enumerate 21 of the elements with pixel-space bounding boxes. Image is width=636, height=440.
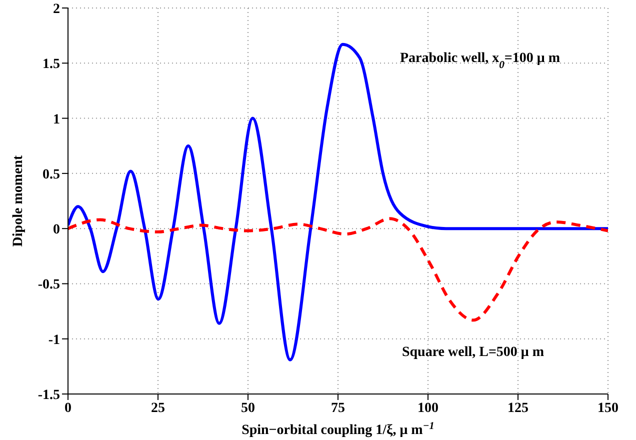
- text: Square well, L=500 μ m: [402, 345, 544, 360]
- x-tick-label: 125: [508, 400, 528, 416]
- y-axis-title: Dipole moment: [11, 154, 26, 247]
- y-tick-label: 2: [53, 2, 60, 17]
- y-tick-label: -1.5: [38, 388, 60, 403]
- line-series: [68, 217, 608, 322]
- y-tick-label: 1: [53, 112, 60, 128]
- y-tick-label: 0.5: [42, 167, 60, 182]
- x-tick-label: 25: [151, 400, 165, 416]
- x-tick-label: 150: [598, 400, 618, 416]
- x-tick-label: 0: [64, 400, 72, 416]
- text: Parabolic well, x$_{0}$=100 μ m: [400, 51, 560, 70]
- x-tick-label: 75: [331, 400, 345, 416]
- y-tick-label: -0.5: [38, 278, 60, 293]
- y-tick-label: -1: [48, 332, 60, 348]
- line-series: [68, 42, 608, 362]
- x-axis-title: Spin−orbital coupling 1/ξ, μ m$^{−1}$: [242, 420, 434, 438]
- x-tick-label: 100: [418, 400, 438, 416]
- y-tick-label: 0: [53, 222, 60, 238]
- x-tick-label: 50: [241, 400, 255, 416]
- y-tick-label: 1.5: [42, 57, 60, 72]
